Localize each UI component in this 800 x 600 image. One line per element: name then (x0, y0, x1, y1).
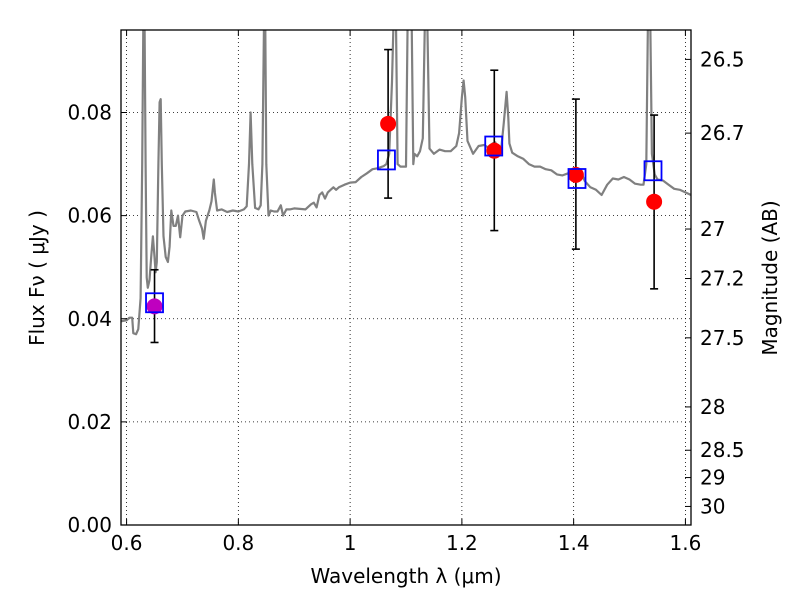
y-tick-label: 0.04 (67, 307, 112, 331)
y-axis-label: Flux Fν ( μJy ) (25, 210, 49, 346)
model-bandpass-marker (484, 135, 504, 157)
model-bandpass-marker (377, 149, 396, 171)
y-tick-label: 0.06 (67, 204, 112, 228)
y-tick-label: 0.02 (67, 410, 112, 434)
y-tick-label: 0.00 (67, 513, 112, 537)
magnitude-tick-label: 28.5 (700, 438, 745, 462)
model-bandpass-marker (567, 168, 587, 189)
x-tick-label: 1.6 (670, 531, 702, 555)
x-tick-label: 1 (344, 531, 357, 555)
magnitude-tick-label: 27.2 (700, 267, 745, 291)
data-points (145, 48, 663, 344)
x-tick-label: 1.2 (446, 531, 478, 555)
plot-frame (120, 29, 692, 526)
x-axis-label: Wavelength λ (μm) (310, 564, 501, 588)
y-axis-right-label: Magnitude (AB) (758, 200, 782, 355)
axis-ticks: 0.6 0.8 1 1.2 1.4 1.6 0.00 0.02 0.04 0.06 0.08 26.5… (67, 30, 745, 555)
model-bandpass-marker (145, 292, 164, 314)
model-spectrum-line (121, 30, 691, 336)
plot-area (121, 30, 691, 336)
magnitude-tick-label: 30 (700, 494, 725, 518)
magnitude-tick-label: 27.5 (700, 326, 745, 350)
magnitude-tick-label: 29 (700, 466, 725, 490)
observed-flux-point (646, 193, 663, 210)
magnitude-tick-label: 26.7 (700, 121, 745, 145)
magnitude-tick-label: 26.5 (700, 47, 745, 71)
y-tick-label: 0.08 (67, 101, 112, 125)
magnitude-tick-label: 27 (700, 217, 725, 241)
magnitude-tick-label: 28 (700, 395, 725, 419)
x-tick-label: 0.6 (111, 531, 143, 555)
observed-flux-point (380, 115, 397, 132)
x-tick-label: 0.8 (222, 531, 254, 555)
model-bandpass-marker (643, 160, 663, 182)
x-tick-label: 1.4 (558, 531, 590, 555)
observed-flux-point-alt (146, 298, 163, 315)
observed-flux-point (567, 166, 584, 183)
